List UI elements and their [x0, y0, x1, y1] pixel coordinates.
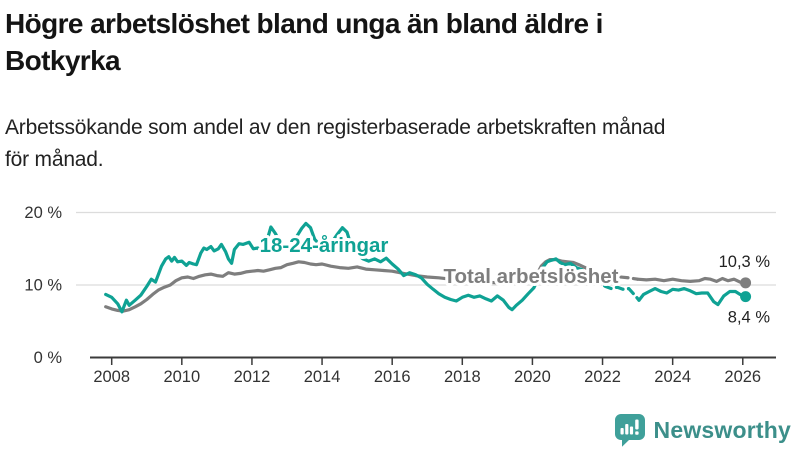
series-line-total	[636, 276, 748, 285]
end-dot-youth	[740, 291, 752, 303]
subtitle-line-1: Arbetssökande som andel av den registerb…	[5, 116, 666, 139]
x-tick-label: 2014	[304, 368, 341, 386]
x-tick-label: 2026	[724, 368, 761, 386]
page-title: Högre arbetslöshet bland unga än bland ä…	[5, 5, 793, 79]
series-line-total-dashed	[583, 266, 640, 281]
unemployment-line-chart: 0 % 10 % 20 % 2008 2010 2012 2014 2016 2018 2020 2…	[24, 204, 776, 386]
series-line-total	[104, 258, 587, 313]
x-tick-label: 2022	[584, 368, 621, 386]
x-tick-label: 2016	[374, 368, 411, 386]
y-tick-label: 20 %	[24, 204, 62, 222]
x-tick-label: 2020	[514, 368, 551, 386]
title-line-1: Högre arbetslöshet bland unga än bland ä…	[5, 8, 603, 39]
newsworthy-logo-text: Newsworthy	[653, 416, 791, 443]
subtitle-line-2: för månad.	[5, 148, 104, 171]
x-tick-label: 2018	[444, 368, 481, 386]
x-tick-label: 2008	[93, 368, 130, 386]
title-line-2: Botkyrka	[5, 45, 121, 76]
y-tick-label: 10 %	[24, 277, 62, 295]
series-line-youth-dashed	[592, 278, 641, 302]
series-label-youth: 18-24-åringar	[260, 234, 389, 257]
x-tick-label: 2010	[163, 368, 200, 386]
end-value-label-total: 10,3 %	[719, 253, 771, 271]
series-line-youth	[637, 287, 748, 307]
x-tick-label: 2024	[654, 368, 691, 386]
newsworthy-icon	[614, 413, 645, 447]
end-value-label-youth: 8,4 %	[728, 309, 771, 327]
y-tick-label: 0 %	[34, 349, 63, 367]
series-line-youth	[104, 221, 596, 314]
series-label-total: Total arbetslöshet	[443, 265, 618, 288]
end-dot-total	[740, 277, 752, 289]
newsworthy-logo: Newsworthy	[614, 411, 791, 449]
chart-subtitle: Arbetssökande som andel av den registerb…	[5, 112, 793, 176]
x-tick-label: 2012	[234, 368, 271, 386]
